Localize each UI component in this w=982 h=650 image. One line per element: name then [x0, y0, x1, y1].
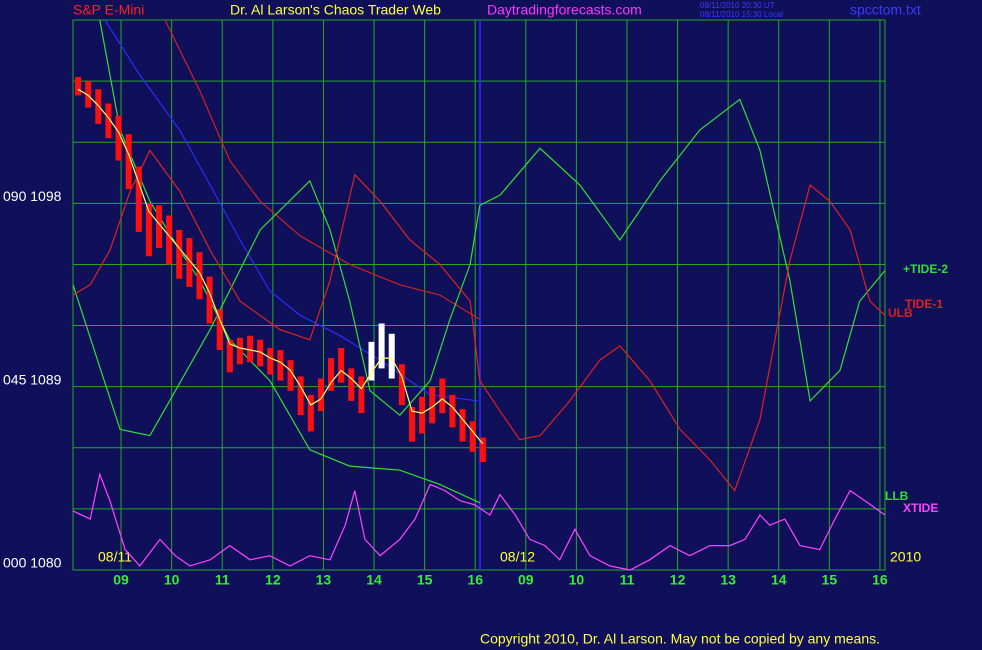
timestamp: 08/11/2010 15:30 Local	[700, 10, 783, 19]
series-line	[77, 88, 484, 445]
x-tick-label: 10	[569, 572, 585, 588]
chart-subtitle: Dr. Al Larson's Chaos Trader Web	[230, 2, 441, 18]
x-tick-label: 14	[366, 572, 382, 588]
y-tick-label: 045 1089	[3, 371, 62, 387]
x-tick-label: 09	[518, 572, 534, 588]
y-tick-label: 090 1098	[3, 188, 62, 204]
date-label: 08/12	[500, 549, 535, 565]
chart-title: S&P E-Mini	[73, 2, 144, 18]
series-line	[164, 19, 481, 320]
legend-label: TIDE-1	[905, 297, 943, 311]
y-tick-label: 000 1080	[3, 555, 62, 571]
timestamp: 08/11/2010 20:30 UT	[700, 1, 775, 10]
series-line	[72, 472, 886, 571]
x-tick-label: 10	[164, 572, 180, 588]
series-line	[104, 19, 478, 402]
copyright: Copyright 2010, Dr. Al Larson. May not b…	[480, 631, 880, 647]
x-tick-label: 13	[720, 572, 736, 588]
x-tick-label: 11	[215, 572, 230, 588]
file-name: spcctom.txt	[850, 2, 921, 18]
site-name: Daytradingforecasts.com	[487, 2, 642, 18]
legend-label: LLB	[885, 489, 909, 503]
x-tick-label: 16	[872, 572, 888, 588]
legend-label: ULB	[888, 306, 913, 320]
date-label: 08/11	[98, 549, 132, 565]
x-tick-label: 15	[822, 572, 838, 588]
x-tick-label: 12	[670, 572, 686, 588]
legend-label: +TIDE-2	[903, 262, 948, 276]
series-line	[72, 149, 886, 492]
x-tick-label: 15	[417, 572, 433, 588]
x-tick-label: 14	[771, 572, 787, 588]
series-line	[72, 98, 886, 437]
x-tick-label: 11	[620, 572, 635, 588]
x-tick-label: 13	[316, 572, 332, 588]
x-tick-label: 12	[265, 572, 281, 588]
x-tick-label: 16	[467, 572, 483, 588]
x-tick-label: 09	[113, 572, 129, 588]
legend-label: XTIDE	[903, 501, 938, 515]
date-label: 2010	[890, 549, 921, 565]
